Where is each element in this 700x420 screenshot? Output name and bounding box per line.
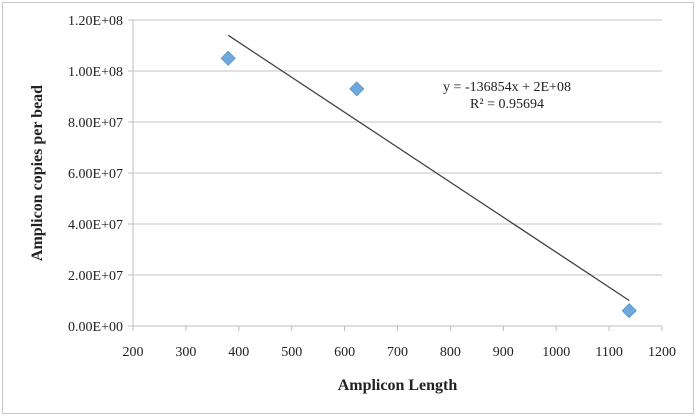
y-tick-label: 6.00E+07 [68, 167, 123, 182]
y-tick-label: 1.20E+08 [68, 14, 123, 29]
x-axis-title: Amplicon Length [338, 377, 458, 394]
y-tick-label: 8.00E+07 [68, 116, 123, 131]
y-axis-title: Amplicon copies per bead [29, 85, 46, 261]
y-tick-label: 4.00E+07 [68, 218, 123, 233]
y-tick-label: 0.00E+00 [68, 320, 123, 335]
data-point-diamond [220, 50, 236, 66]
x-tick-label: 200 [123, 345, 144, 360]
axes [132, 20, 663, 331]
y-axis-tick-labels: 0.00E+00 2.00E+07 4.00E+07 6.00E+07 8.00E+07… [68, 14, 123, 335]
x-tick-label: 300 [175, 345, 196, 360]
data-point-diamond [349, 81, 365, 97]
gridlines [128, 19, 662, 327]
x-axis-tick-labels: 200 300 400 500 600 700 800 900 1000 1100 1200 [123, 345, 677, 360]
x-tick-label: 1200 [648, 345, 676, 360]
x-tick-label: 400 [228, 345, 249, 360]
x-tick-label: 1100 [595, 345, 622, 360]
data-points [220, 50, 637, 319]
x-tick-label: 1000 [542, 345, 570, 360]
x-tick-label: 900 [493, 345, 514, 360]
y-tick-label: 2.00E+07 [68, 269, 123, 284]
x-tick-label: 500 [281, 345, 302, 360]
x-tick-label: 600 [334, 345, 355, 360]
data-point-diamond [621, 303, 637, 319]
trendline [227, 34, 630, 302]
x-tick-label: 800 [440, 345, 461, 360]
x-tick-label: 700 [387, 345, 408, 360]
trendline-r-squared: R² = 0.95694 [470, 97, 544, 112]
trendline-equation: y = -136854x + 2E+08 [443, 80, 571, 95]
y-tick-label: 1.00E+08 [68, 65, 123, 80]
